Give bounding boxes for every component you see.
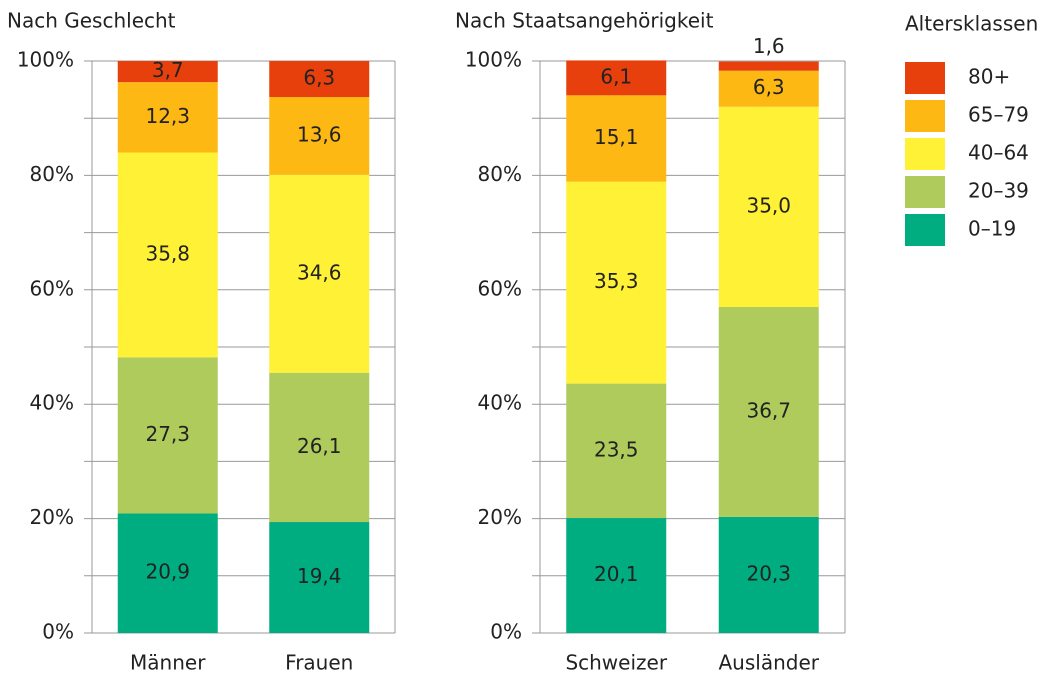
y-tick-label: 100% (17, 48, 74, 72)
value-label: 34,6 (297, 260, 342, 284)
bar-segment (269, 522, 370, 633)
bar-segment (718, 516, 819, 633)
value-label: 6,3 (303, 66, 335, 90)
bar-segment (566, 383, 667, 519)
x-tick-label: Ausländer (719, 651, 820, 675)
bar-segment (269, 97, 370, 175)
bar-segment (718, 61, 819, 71)
value-label: 20,1 (594, 562, 639, 586)
value-label: 35,3 (594, 269, 639, 293)
value-label: 15,1 (594, 125, 639, 149)
legend-label: 20–39 (968, 179, 1029, 203)
bar-segment (269, 61, 370, 98)
bar-segment (269, 174, 370, 373)
value-label: 3,7 (152, 58, 184, 82)
value-label: 35,8 (145, 241, 190, 265)
bar-segment (718, 70, 819, 107)
chart-title: Nach Geschlecht (7, 9, 176, 33)
bar-segment (117, 357, 218, 514)
value-label: 20,9 (145, 560, 190, 584)
bar-segment (117, 61, 218, 83)
y-tick-label: 40% (478, 391, 522, 415)
bar-segment (566, 518, 667, 633)
value-label: 27,3 (145, 422, 190, 446)
bar-segment (566, 181, 667, 384)
y-tick-label: 20% (478, 505, 522, 529)
legend-label: 40–64 (968, 141, 1029, 165)
y-tick-label: 40% (30, 391, 74, 415)
value-label: 26,1 (297, 434, 342, 458)
legend-swatch (905, 214, 945, 246)
value-label: 1,6 (753, 34, 785, 58)
y-tick-label: 80% (478, 162, 522, 186)
bar-segment (566, 95, 667, 182)
legend-title: Altersklassen (905, 12, 1038, 36)
y-tick-label: 60% (478, 276, 522, 300)
bar-segment (269, 372, 370, 523)
y-tick-label: 80% (30, 162, 74, 186)
chart-title: Nach Staatsangehörigkeit (455, 9, 714, 33)
value-label: 13,6 (297, 122, 342, 146)
y-tick-label: 60% (30, 276, 74, 300)
value-label: 6,1 (600, 64, 632, 88)
x-tick-label: Schweizer (565, 651, 667, 675)
bar-segment (566, 60, 667, 96)
legend-swatch (905, 138, 945, 170)
bar-segment (117, 152, 218, 358)
legend-label: 0–19 (968, 217, 1016, 241)
value-label: 19,4 (297, 564, 342, 588)
value-label: 6,3 (753, 75, 785, 99)
bar-segment (718, 106, 819, 307)
y-tick-label: 0% (42, 620, 74, 644)
bar-segment (117, 513, 218, 633)
value-label: 12,3 (145, 104, 190, 128)
legend-swatch (905, 62, 945, 94)
x-tick-label: Frauen (285, 651, 353, 675)
x-tick-label: Männer (130, 651, 206, 675)
bar-segment (117, 82, 218, 153)
legend-label: 65–79 (968, 103, 1029, 127)
y-tick-label: 100% (465, 48, 522, 72)
legend-label: 80+ (968, 65, 1010, 89)
value-label: 35,0 (746, 193, 791, 217)
y-tick-label: 20% (30, 505, 74, 529)
legend-swatch (905, 100, 945, 132)
value-label: 20,3 (746, 561, 791, 585)
bar-segment (718, 306, 819, 517)
legend-swatch (905, 176, 945, 208)
value-label: 23,5 (594, 437, 639, 461)
y-tick-label: 0% (490, 620, 522, 644)
value-label: 36,7 (746, 398, 791, 422)
